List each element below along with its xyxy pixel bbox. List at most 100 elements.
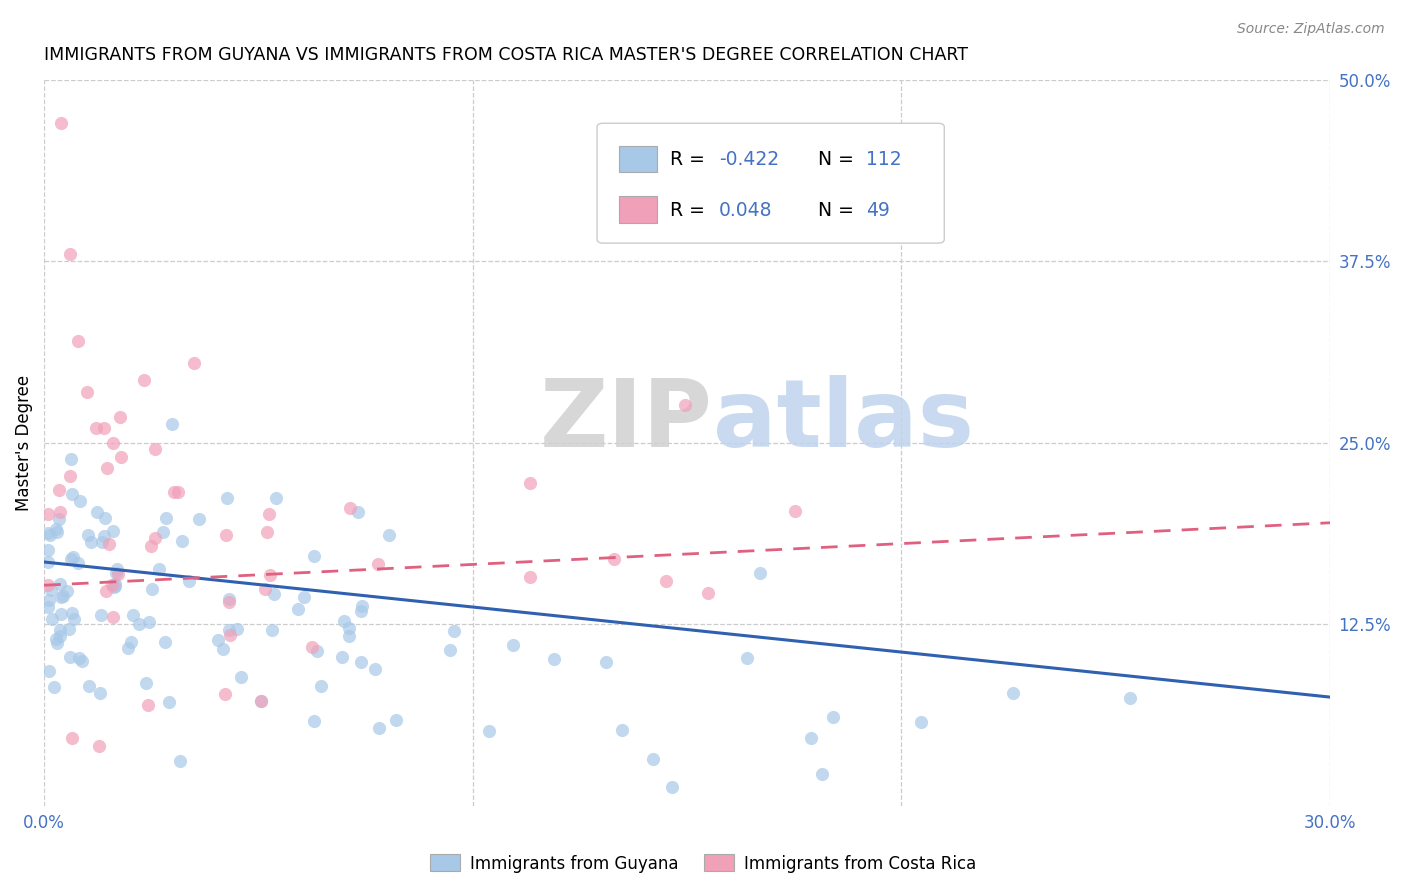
Point: [215, 527, 238, 541]
Point: [132, 373, 155, 387]
Point: [101, 578, 124, 592]
Point: [135, 675, 157, 690]
Point: [76, 384, 98, 399]
Point: [98, 537, 121, 551]
Point: [443, 624, 465, 638]
Text: R =: R =: [671, 151, 711, 169]
Point: [39, 582, 62, 597]
Point: [439, 642, 461, 657]
Point: [304, 549, 326, 563]
Point: [292, 591, 315, 605]
Point: [117, 641, 139, 656]
Point: [301, 640, 323, 655]
Text: -0.422: -0.422: [720, 151, 779, 169]
Point: [49, 577, 72, 591]
Point: [59, 452, 82, 467]
Point: [367, 557, 389, 571]
Point: [643, 752, 665, 766]
Point: [122, 608, 145, 623]
Point: [256, 524, 278, 539]
Text: N =: N =: [818, 151, 860, 169]
Point: [305, 643, 328, 657]
Text: atlas: atlas: [713, 375, 974, 467]
Point: [67, 650, 90, 665]
Point: [257, 507, 280, 521]
Point: [250, 694, 273, 708]
Point: [58, 622, 80, 636]
Point: [218, 595, 240, 609]
Point: [249, 693, 271, 707]
Point: [94, 583, 117, 598]
Point: [37, 507, 59, 521]
Point: [811, 766, 834, 780]
Point: [37, 578, 59, 592]
Text: Source: ZipAtlas.com: Source: ZipAtlas.com: [1237, 22, 1385, 37]
Point: [143, 531, 166, 545]
Point: [910, 714, 932, 729]
Point: [67, 556, 90, 570]
Point: [226, 622, 249, 636]
Point: [218, 628, 240, 642]
Point: [155, 510, 177, 524]
Point: [59, 552, 82, 566]
Point: [84, 421, 107, 435]
Point: [41, 612, 63, 626]
Point: [260, 623, 283, 637]
Point: [1119, 691, 1142, 706]
Point: [350, 655, 373, 669]
Point: [337, 629, 360, 643]
Point: [48, 505, 70, 519]
Point: [141, 582, 163, 596]
FancyBboxPatch shape: [598, 123, 945, 244]
Point: [67, 334, 90, 348]
Point: [179, 574, 201, 589]
Point: [103, 524, 125, 538]
Point: [673, 398, 696, 412]
Point: [101, 609, 124, 624]
Point: [107, 567, 129, 582]
Point: [86, 505, 108, 519]
Point: [263, 587, 285, 601]
FancyBboxPatch shape: [619, 145, 658, 172]
Point: [339, 500, 361, 515]
Point: [1001, 685, 1024, 699]
Point: [103, 576, 125, 591]
Point: [217, 491, 239, 506]
Point: [800, 731, 823, 745]
Point: [661, 780, 683, 794]
Point: [138, 615, 160, 629]
Text: ZIP: ZIP: [540, 375, 713, 467]
Point: [229, 670, 252, 684]
Point: [337, 621, 360, 635]
Text: 0.048: 0.048: [720, 201, 773, 220]
Text: IMMIGRANTS FROM GUYANA VS IMMIGRANTS FROM COSTA RICA MASTER'S DEGREE CORRELATION: IMMIGRANTS FROM GUYANA VS IMMIGRANTS FRO…: [44, 46, 969, 64]
Point: [595, 655, 617, 669]
Point: [602, 552, 624, 566]
Point: [287, 602, 309, 616]
Point: [188, 512, 211, 526]
Point: [48, 511, 70, 525]
Point: [163, 485, 186, 500]
Point: [214, 687, 236, 701]
Point: [103, 580, 125, 594]
Point: [153, 634, 176, 648]
Point: [543, 652, 565, 666]
Point: [378, 528, 401, 542]
Point: [51, 116, 73, 130]
Point: [266, 491, 288, 506]
Point: [46, 524, 69, 539]
Point: [37, 555, 59, 569]
Point: [148, 562, 170, 576]
Legend: Immigrants from Guyana, Immigrants from Costa Rica: Immigrants from Guyana, Immigrants from …: [423, 847, 983, 880]
Point: [128, 616, 150, 631]
Point: [87, 739, 110, 753]
Point: [60, 606, 83, 620]
Point: [367, 722, 389, 736]
Point: [69, 494, 91, 508]
Point: [38, 664, 60, 678]
Point: [59, 468, 82, 483]
Point: [157, 695, 180, 709]
Point: [48, 483, 70, 498]
Point: [70, 654, 93, 668]
Point: [363, 662, 385, 676]
